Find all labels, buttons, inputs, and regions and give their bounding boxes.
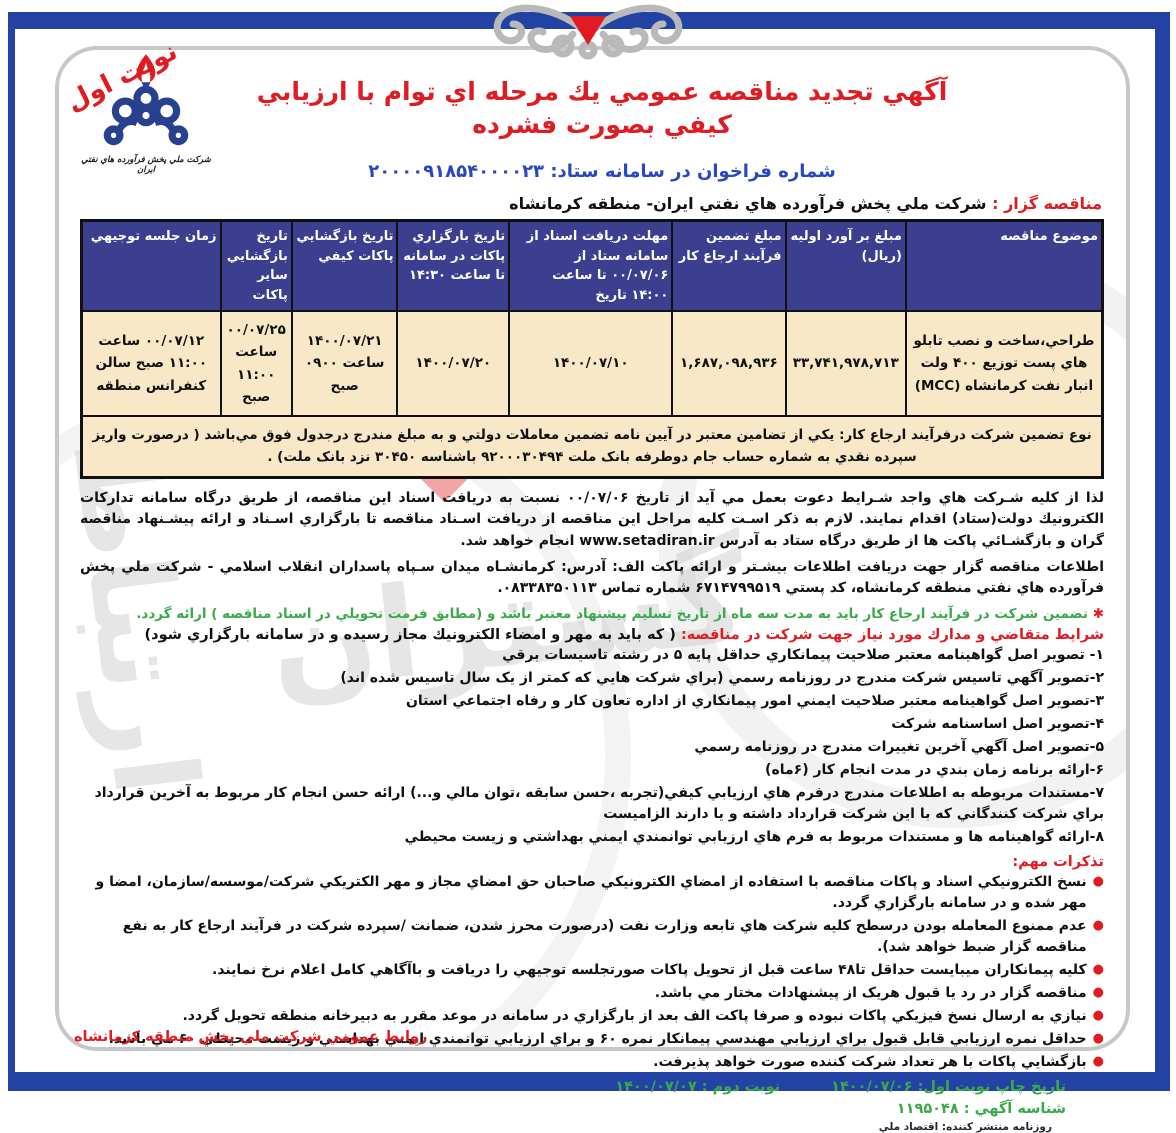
col-estimate: مبلغ بر آورد اوليه (ريال) xyxy=(784,219,907,312)
bullet-icon: ● xyxy=(1092,918,1104,934)
tenderer-value: شركت ملي پخش فرآورده هاي نفتي ايران- منط… xyxy=(509,194,987,213)
address-paragraph: اطلاعات مناقصه گزار جهت دريافت اطلاعات ب… xyxy=(80,558,1104,597)
ornament-red-triangle xyxy=(570,16,606,45)
paper-rounded-border xyxy=(55,46,1130,1051)
starred-text: تضمين شركت در فرآيند ارجاع كار بايد به م… xyxy=(136,606,1088,623)
ornament-swirl-graphic xyxy=(493,4,683,60)
company-logo: شركت ملي پخش فرآورده هاي نفتي ايران xyxy=(76,54,216,175)
requirement-item: ۳-تصوير اصل گواهينامه معتبر صلاحيت ايمني… xyxy=(405,693,1104,710)
important-note-item: ● نسخ الكترونيكي اسناد و پاكات مناقصه با… xyxy=(80,872,1104,914)
frame-bottom-band xyxy=(8,1072,1168,1091)
ad-title: آگهي تجديد مناقصه عمومي يك مرحله اي توام… xyxy=(256,77,948,139)
important-note-item: ● نيازي به ارسال نسخ فيزيكي پاكات نبوده … xyxy=(80,1006,1104,1027)
requirement-item: ۸-ارائه گواهينامه ها و مستندات مربوط به … xyxy=(404,829,1104,846)
requirement-item: ۶-ارائه برنامه زمان بندي در مدت انجام كا… xyxy=(765,762,1104,779)
col-guarantee: مبلغ تضمين فرآيند ارجاع كار xyxy=(671,219,787,312)
table-note-row: نوع تضمين شركت درفرآيند ارجاع كار: يكي ا… xyxy=(80,415,1104,479)
bullet-icon: ● xyxy=(1092,874,1104,890)
frame-right-band xyxy=(1155,12,1170,1091)
table-data-row: طراحي،ساخت و نصب تابلو هاي پست توزيع ۴۰۰… xyxy=(80,309,1104,418)
guarantee-type-note: نوع تضمين شركت درفرآيند ارجاع كار: يكي ا… xyxy=(80,415,1104,479)
note-text: نيازي به ارسال نسخ فيزيكي پاكات نبوده و … xyxy=(182,1008,1087,1025)
call-number-line: شماره فراخوان در سامانه ستاد: ۲۰۰۰۰۹۱۸۵۴… xyxy=(368,161,836,182)
requirement-item: ۷-مستندات مربوطه به اطلاعات مندرج درفرم … xyxy=(94,785,1104,823)
frame-left-band xyxy=(8,12,15,1091)
cell-other-open-date: ۰۰/۰۷/۲۵ ساعت ۱۱:۰۰ صبح xyxy=(219,309,293,418)
tender-table: موضوع مناقصه مبلغ بر آورد اوليه (ريال) م… xyxy=(80,219,1104,479)
guarantee-validity-note: ✱ تضمين شركت در فرآيند ارجاع كار بايد به… xyxy=(80,606,1104,622)
cell-upload-date: ۱۴۰۰/۰۷/۲۰ xyxy=(396,309,511,418)
print-dates-line: تاريخ چاپ نوبت اول: ۱۴۰۰/۰۷/۰۶ نوبت دوم … xyxy=(80,1079,1104,1095)
publisher-line: روزنامه منتشر كننده: اقتصاد ملي xyxy=(878,1121,1052,1133)
nioc-flame-logo-icon xyxy=(103,54,189,146)
col-upload-date: تاريخ بارگزاري پاكات در سامانه تا ساعت ۱… xyxy=(396,219,511,312)
tenderer-label: مناقصه گزار : xyxy=(992,194,1102,213)
note-text: حداقل نمره ارزيابي قابل قبول براي ارزياب… xyxy=(108,1031,1087,1048)
important-note-item: ● مناقصه گزار در رد يا قبول هريک از پيشن… xyxy=(80,983,1104,1004)
cell-guarantee: ۱,۶۸۷,۰۹۸,۹۳۶ xyxy=(671,309,787,418)
bullet-icon: ● xyxy=(1092,1054,1104,1070)
col-briefing-session: زمان جلسه توجيهي xyxy=(80,219,222,312)
tenderer-line: مناقصه گزار : شركت ملي پخش فرآورده هاي ن… xyxy=(80,194,1102,213)
bullet-icon: ● xyxy=(1092,1031,1104,1047)
invitation-paragraph: لذا از كليه شـركت هاي واجد شـرايط دعوت ب… xyxy=(80,489,1104,549)
col-other-open-date: تاريخ بازگشايي ساير پاكات xyxy=(219,219,293,312)
requirement-item: ۴-تصوير اصل اساسنامه شركت xyxy=(891,716,1104,733)
star-icon: ✱ xyxy=(1092,606,1104,623)
cell-briefing-session: ۰۰/۰۷/۱۲ ساعت ۱۱:۰۰ صبح سالن كنفرانس منط… xyxy=(80,309,222,418)
note-text: كليه پيمانكاران ميبايست حداقل تا۴۸ ساعت … xyxy=(212,962,1087,979)
requirements-heading: شرايط متقاضي و مدارك مورد نياز جهت شركت … xyxy=(80,627,1104,643)
col-doc-deadline: مهلت دريافت اسناد از سامانه ستاد از ۰۰/۰… xyxy=(508,219,674,312)
advertisement-body: شركت ملي پخش فرآورده هاي نفتي ايران آگهي… xyxy=(66,50,1118,1133)
cell-estimate: ۳۳,۷۴۱,۹۷۸,۷۱۳ xyxy=(784,309,907,418)
print-first-date: تاريخ چاپ نوبت اول: ۱۴۰۰/۰۷/۰۶ xyxy=(831,1079,1066,1096)
requirement-item: ۱- تصوير اصل گواهينامه معتبر صلاحيت پيما… xyxy=(502,647,1104,664)
bullet-icon: ● xyxy=(1092,1008,1104,1024)
print-second-date: نوبت دوم : ۱۴۰۰/۰۷/۰۷ xyxy=(615,1079,781,1096)
cell-quality-open-date: ۱۴۰۰/۰۷/۲۱ ساعت ۰۹۰۰ صبح xyxy=(290,309,399,418)
table-header-row: موضوع مناقصه مبلغ بر آورد اوليه (ريال) م… xyxy=(80,219,1104,312)
requirement-item: ۵-تصوير اصل آگهي آخرين تغييرات مندرج در … xyxy=(694,739,1104,756)
important-note-item: ● بازگشايي پاكات با هر تعداد شركت كننده … xyxy=(80,1052,1104,1073)
cell-subject: طراحي،ساخت و نصب تابلو هاي پست توزيع ۴۰۰… xyxy=(904,309,1104,418)
col-subject: موضوع مناقصه xyxy=(904,219,1104,312)
ad-id-line: شناسه آگهي : ۱۱۹۵۰۴۸ xyxy=(896,1101,1066,1118)
cell-doc-deadline: ۱۴۰۰/۰۷/۱۰ xyxy=(508,309,674,418)
note-text: بازگشايي پاكات با هر تعداد شركت كننده صو… xyxy=(653,1054,1087,1071)
important-note-item: ● كليه پيمانكاران ميبايست حداقل تا۴۸ ساع… xyxy=(80,960,1104,981)
public-relations-line: روابط عمومي شركت ملي پخش منطقه كرمانشاه xyxy=(74,1029,428,1045)
bullet-icon: ● xyxy=(1092,985,1104,1001)
requirement-item: ۲-تصوير آگهي تاسيس شركت مندرج در روزنامه… xyxy=(340,670,1104,687)
bullet-icon: ● xyxy=(1092,962,1104,978)
note-text: عدم ممنوع المعامله بودن درسطح كليه شركت … xyxy=(122,918,1087,956)
important-note-item: ● حداقل نمره ارزيابي قابل قبول براي ارزي… xyxy=(80,1029,1104,1050)
important-note-item: ● عدم ممنوع المعامله بودن درسطح كليه شرك… xyxy=(80,916,1104,958)
requirements-heading-red: شرايط متقاضي و مدارك مورد نياز جهت شركت … xyxy=(680,627,1104,644)
note-text: مناقصه گزار در رد يا قبول هريک از پيشنها… xyxy=(654,985,1087,1002)
requirements-heading-black: ( كه بايد به مهر و امضاء الكترونيك مجاز … xyxy=(144,627,676,644)
important-notes-heading: تذكرات مهم: xyxy=(1012,854,1104,871)
header-ornament xyxy=(423,0,753,66)
note-text: نسخ الكترونيكي اسناد و پاكات مناقصه با ا… xyxy=(95,874,1087,912)
logo-caption: شركت ملي پخش فرآورده هاي نفتي ايران xyxy=(81,155,211,175)
col-quality-open-date: تاريخ بازگشايي پاكات كيفي xyxy=(290,219,399,312)
